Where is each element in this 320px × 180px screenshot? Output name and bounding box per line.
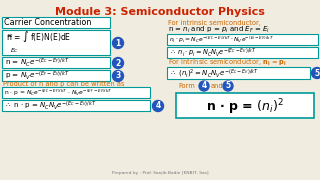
Text: $n_i \cdot p_i = N_Ce^{-(E_C-E_i)/kT} \cdot N_Ve^{-(E_i-E_V)/kT}$: $n_i \cdot p_i = N_Ce^{-(E_C-E_i)/kT} \c… [169,35,274,45]
Circle shape [223,81,233,91]
FancyBboxPatch shape [2,100,150,111]
FancyBboxPatch shape [167,34,318,45]
Circle shape [113,71,124,82]
Text: Carrier Concentration: Carrier Concentration [4,18,92,27]
Text: 4: 4 [156,102,161,111]
Text: $\therefore$ $(n_i)^2 = N_CN_Ve^{-(E_C-E_V)/kT}$: $\therefore$ $(n_i)^2 = N_CN_Ve^{-(E_C-E… [169,68,259,80]
FancyBboxPatch shape [167,67,310,79]
Text: 2: 2 [116,58,121,68]
Text: p = $N_V e^{-(E_F-E_V)/kT}$: p = $N_V e^{-(E_F-E_V)/kT}$ [5,70,70,82]
Text: n · p = $N_Ce^{-(E_C-E_F)/kT}$ · $N_Ve^{-(E_F-E_V)/kT}$: n · p = $N_Ce^{-(E_C-E_F)/kT}$ · $N_Ve^{… [4,88,112,98]
Circle shape [311,68,320,78]
Circle shape [199,81,209,91]
Circle shape [113,37,124,48]
FancyBboxPatch shape [2,57,110,68]
FancyBboxPatch shape [2,70,110,81]
FancyBboxPatch shape [2,30,110,55]
Text: 4: 4 [201,82,207,91]
Text: 5: 5 [225,82,231,91]
Text: $\therefore$ n · p = $N_CN_Ve^{-(E_C-E_V)/kT}$: $\therefore$ n · p = $N_CN_Ve^{-(E_C-E_V… [4,100,97,112]
FancyBboxPatch shape [2,87,150,98]
Text: For intrinsic semiconductor, $\mathbf{n_i}$ = $\mathbf{p_i}$: For intrinsic semiconductor, $\mathbf{n_… [168,58,287,68]
Text: n = $\int$ f(E)N(E)dE: n = $\int$ f(E)N(E)dE [6,30,71,44]
Circle shape [153,100,164,111]
Circle shape [113,57,124,69]
Text: 5: 5 [315,69,320,78]
Text: and: and [211,83,224,89]
Text: $\therefore$ $n_i \cdot p_i = N_CN_Ve^{-(E_C-E_V)/kT}$: $\therefore$ $n_i \cdot p_i = N_CN_Ve^{-… [169,47,256,59]
Text: $E_C$: $E_C$ [10,47,19,55]
Text: 3: 3 [116,71,121,80]
Text: n · p = $(n_i)^2$: n · p = $(n_i)^2$ [206,97,284,117]
FancyBboxPatch shape [2,17,110,28]
Text: $\infty$: $\infty$ [6,33,13,39]
FancyBboxPatch shape [176,93,314,118]
Text: n = $n_i$ and p = $p_i$ and $E_F$ = $E_i$: n = $n_i$ and p = $p_i$ and $E_F$ = $E_i… [168,25,270,35]
Text: Product of n and p can be written as: Product of n and p can be written as [3,81,124,87]
Text: For intrinsic semiconductor,: For intrinsic semiconductor, [168,20,261,26]
Text: n = $N_C e^{-(E_C-E_F)/kT}$: n = $N_C e^{-(E_C-E_F)/kT}$ [5,57,70,69]
Text: Prepared by : Prof. Sanjib Badie [KNBIT, Sas]: Prepared by : Prof. Sanjib Badie [KNBIT,… [112,171,208,175]
Text: 1: 1 [116,39,121,48]
FancyBboxPatch shape [167,47,318,58]
Text: Form: Form [178,83,195,89]
Text: Module 3: Semiconductor Physics: Module 3: Semiconductor Physics [55,7,265,17]
